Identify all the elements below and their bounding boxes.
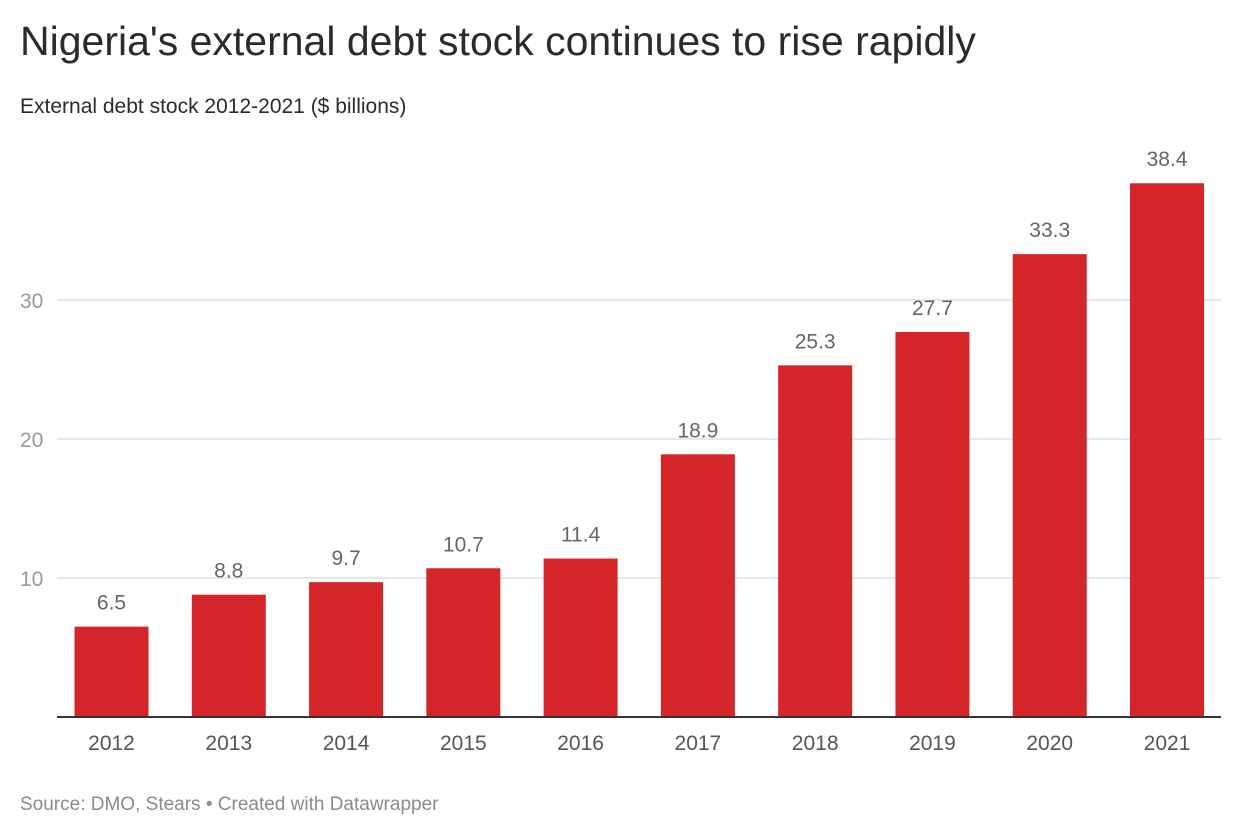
x-tick-label: 2012	[88, 732, 135, 755]
bar-value-label: 8.8	[214, 560, 243, 583]
bar-value-label: 6.5	[97, 592, 126, 615]
x-tick-label: 2015	[440, 732, 487, 755]
value-labels: 6.5 8.8 9.7 10.7 11.4 18.9 25.3 27.7 33.3 38.4	[97, 148, 1188, 614]
bar	[191, 594, 266, 717]
bar-value-label: 38.4	[1147, 148, 1188, 171]
y-tick-label: 30	[20, 290, 43, 313]
bar	[543, 558, 618, 717]
chart-subtitle: External debt stock 2012-2021 ($ billion…	[20, 95, 407, 118]
bar-value-label: 18.9	[677, 419, 718, 442]
bars	[74, 183, 1204, 718]
x-tick-label: 2014	[323, 732, 370, 755]
bar	[660, 454, 735, 717]
bar-value-label: 27.7	[912, 297, 953, 320]
bar-value-label: 9.7	[331, 547, 360, 570]
y-tick-label: 20	[20, 429, 43, 452]
x-tick-label: 2020	[1026, 732, 1073, 755]
bar-value-label: 10.7	[443, 533, 484, 556]
x-tick-label: 2021	[1144, 732, 1191, 755]
bar	[1012, 254, 1087, 717]
bar	[895, 331, 970, 717]
y-axis: 10 20 30	[20, 290, 43, 591]
x-tick-label: 2017	[675, 732, 722, 755]
x-axis: 2012 2013 2014 2015 2016 2017 2018 2019 2020 2021	[57, 716, 1221, 755]
bar	[309, 582, 384, 717]
bar-value-label: 25.3	[795, 330, 836, 353]
source-footer: Source: DMO, Stears • Created with Dataw…	[20, 794, 439, 815]
bar	[74, 626, 149, 717]
x-tick-label: 2016	[557, 732, 604, 755]
bar-value-label: 33.3	[1029, 219, 1070, 242]
bar	[1130, 183, 1204, 718]
bar	[778, 365, 853, 717]
y-tick-label: 10	[20, 568, 43, 591]
x-tick-label: 2018	[792, 732, 839, 755]
bar-value-label: 11.4	[561, 524, 601, 547]
chart-title: Nigeria's external debt stock continues …	[20, 18, 976, 64]
x-tick-label: 2019	[909, 732, 956, 755]
x-tick-label: 2013	[205, 732, 252, 755]
bar	[426, 568, 501, 717]
